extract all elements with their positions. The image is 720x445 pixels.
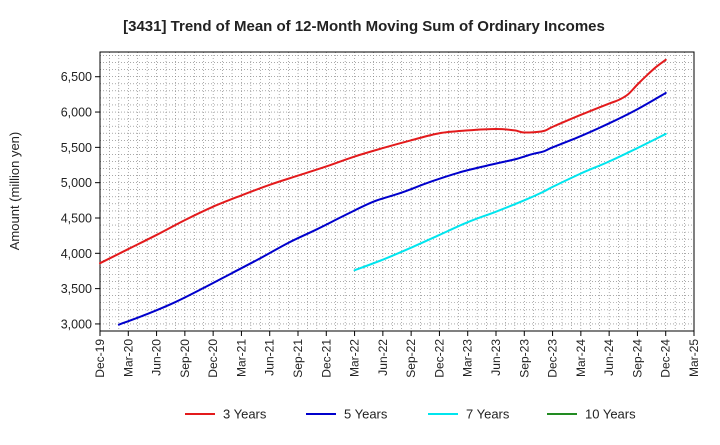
x-tick-label: Mar-22	[348, 339, 362, 377]
y-tick-label: 3,000	[61, 317, 92, 331]
series-line-5-years	[117, 91, 667, 326]
x-tick-label: Dec-19	[93, 339, 107, 378]
x-tick-label: Sep-23	[517, 339, 531, 378]
legend-label-10-years: 10 Years	[585, 407, 636, 422]
x-tick-label: Sep-24	[630, 339, 644, 378]
x-tick-label: Dec-24	[659, 339, 673, 378]
y-tick-label: 5,500	[61, 141, 92, 155]
x-tick-label: Jun-21	[263, 339, 277, 376]
x-tick-label: Dec-23	[546, 339, 560, 378]
y-tick-label: 3,500	[61, 282, 92, 296]
plot-background	[100, 52, 694, 331]
series-line-3-years	[99, 58, 667, 265]
legend: 3 Years 5 Years 7 Years 10 Years	[185, 407, 636, 422]
series-line-7-years	[353, 132, 667, 272]
x-tick-label: Sep-21	[291, 339, 305, 378]
chart-title: [3431] Trend of Mean of 12-Month Moving …	[123, 18, 605, 35]
legend-label-3-years: 3 Years	[223, 407, 267, 422]
y-tick-label: 6,500	[61, 70, 92, 84]
y-tick-label: 6,000	[61, 106, 92, 120]
x-tick-label: Jun-23	[489, 339, 503, 376]
x-tick-label: Mar-24	[574, 339, 588, 377]
x-tick-label: Jun-20	[150, 339, 164, 376]
x-tick-label: Mar-25	[687, 339, 701, 377]
y-axis-label: Amount (million yen)	[7, 132, 22, 251]
x-tick-label: Mar-21	[234, 339, 248, 377]
x-tick-label: Sep-20	[178, 339, 192, 378]
x-tick-label: Mar-20	[121, 339, 135, 377]
x-tick-label: Mar-23	[461, 339, 475, 377]
y-tick-label: 4,000	[61, 247, 92, 261]
x-tick-label: Sep-22	[404, 339, 418, 378]
x-tick-label: Dec-20	[206, 339, 220, 378]
legend-label-7-years: 7 Years	[466, 407, 510, 422]
x-tick-label: Dec-22	[432, 339, 446, 378]
y-tick-label: 5,000	[61, 176, 92, 190]
x-tick-label: Dec-21	[319, 339, 333, 378]
axes-frame	[99, 51, 695, 332]
legend-label-5-years: 5 Years	[344, 407, 388, 422]
x-tick-label: Jun-24	[602, 339, 616, 376]
y-tick-label: 4,500	[61, 211, 92, 225]
x-tick-label: Jun-22	[376, 339, 390, 376]
plot-area: 3,000 3,500 4,000 4,500 5,000 5,500 6,000 6,500…	[61, 51, 701, 378]
